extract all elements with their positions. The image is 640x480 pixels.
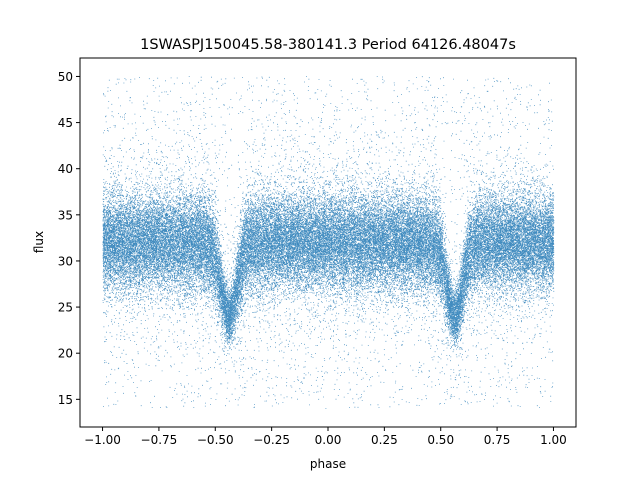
y-tick-label: 50 [58, 70, 73, 84]
x-tick-label: −0.25 [253, 433, 290, 447]
y-tick-label: 45 [58, 116, 73, 130]
x-axis-label: phase [310, 457, 346, 471]
x-tick-label: −0.50 [197, 433, 234, 447]
y-tick-label: 20 [58, 347, 73, 361]
y-tick-label: 15 [58, 393, 73, 407]
y-tick-label: 25 [58, 301, 73, 315]
x-tick-label: 0.50 [427, 433, 454, 447]
y-axis: 15 20 25 30 35 40 45 50 [58, 70, 80, 407]
y-tick-label: 30 [58, 254, 73, 268]
x-tick-label: 1.00 [540, 433, 567, 447]
x-tick-label: −1.00 [84, 433, 121, 447]
chart-title: 1SWASPJ150045.58-380141.3 Period 64126.4… [140, 37, 516, 53]
data-points [102, 76, 555, 409]
y-tick-label: 40 [58, 162, 73, 176]
x-axis: −1.00 −0.75 −0.50 −0.25 0.00 0.25 0.50 0.75 1.00 [84, 427, 567, 447]
x-tick-label: 0.25 [371, 433, 398, 447]
x-tick-label: 0.00 [315, 433, 342, 447]
x-tick-label: −0.75 [141, 433, 178, 447]
y-axis-label: flux [32, 231, 46, 253]
flux-points [102, 76, 555, 409]
x-tick-label: 0.75 [484, 433, 511, 447]
y-tick-label: 35 [58, 208, 73, 222]
